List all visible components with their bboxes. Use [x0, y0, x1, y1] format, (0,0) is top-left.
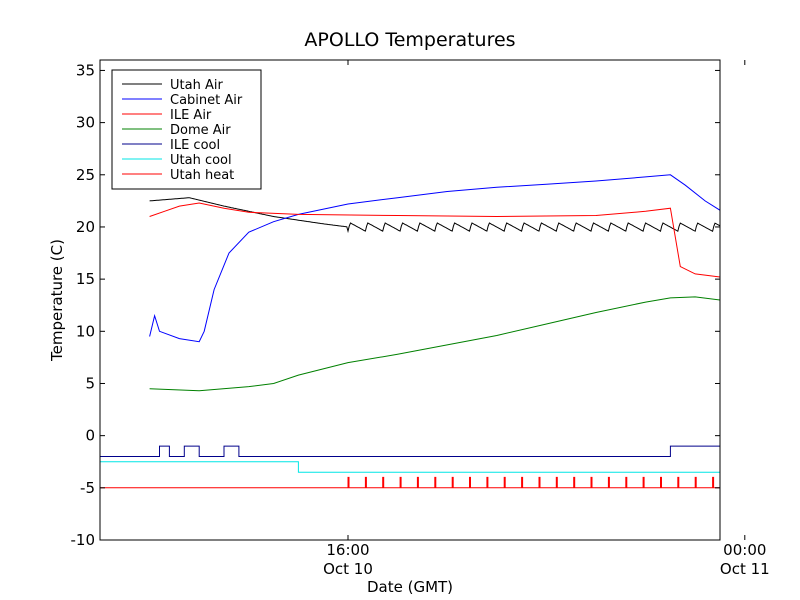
- chart-title: APOLLO Temperatures: [304, 29, 515, 51]
- plot-frame: [99, 59, 721, 541]
- series-ile-cool-line: [100, 445, 720, 457]
- x-tick-date-label: Oct 11: [720, 560, 770, 578]
- y-tick-label: 30: [76, 114, 95, 132]
- y-tick-label: 5: [85, 374, 95, 392]
- legend-label-cabinet-air: Cabinet Air: [170, 93, 243, 108]
- series-utah-cool-line: [100, 461, 720, 473]
- series-utah-air-line: [149, 197, 720, 234]
- series-layer: [100, 174, 720, 489]
- legend-label-dome-air: Dome Air: [170, 123, 231, 138]
- legend-label-ile-cool: ILE cool: [170, 138, 220, 153]
- series-cabinet-air-line: [149, 174, 720, 343]
- series-ile-air-line: [149, 202, 720, 278]
- y-tick-label: 25: [76, 166, 95, 184]
- x-tick-time-label: 16:00: [326, 541, 369, 559]
- legend-label-utah-cool: Utah cool: [170, 153, 232, 168]
- series-utah-heat-line: [100, 476, 720, 489]
- y-tick-label: 35: [76, 61, 95, 79]
- x-tick-time-label: 00:00: [723, 541, 766, 559]
- legend-label-utah-heat: Utah heat: [170, 168, 234, 183]
- y-tick-label: 20: [76, 218, 95, 236]
- y-tick-label: 10: [76, 322, 95, 340]
- y-tick-label: 15: [76, 270, 95, 288]
- y-tick-label: 0: [85, 427, 95, 445]
- y-axis-label: Temperature (C): [48, 239, 66, 362]
- x-axis-label: Date (GMT): [367, 578, 453, 596]
- legend-label-utah-air: Utah Air: [170, 78, 223, 93]
- legend-label-ile-air: ILE Air: [170, 108, 212, 123]
- y-tick-label: -10: [71, 531, 96, 549]
- series-dome-air-line: [149, 296, 720, 392]
- y-tick-label: -5: [80, 479, 95, 497]
- x-tick-date-label: Oct 10: [323, 560, 373, 578]
